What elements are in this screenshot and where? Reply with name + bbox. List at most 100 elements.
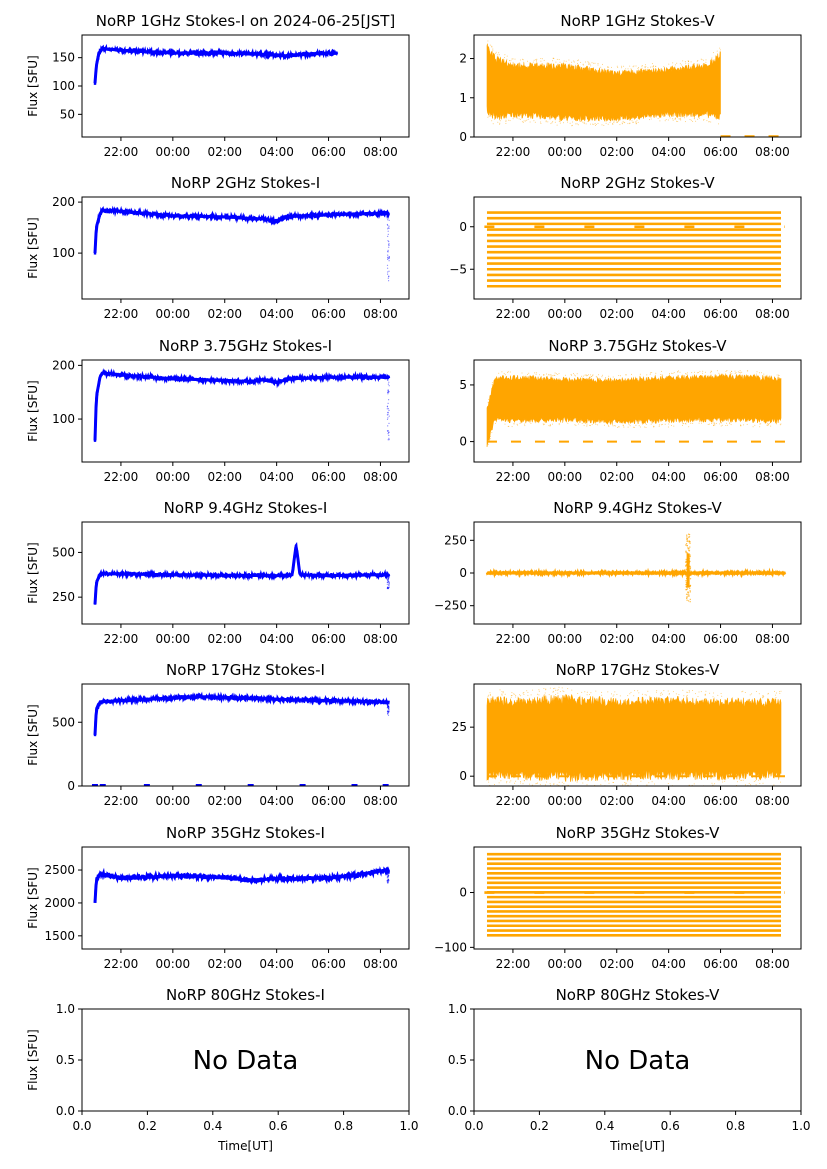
data-layer — [485, 533, 787, 603]
series-stokes-i-line — [93, 371, 389, 441]
series-stokes-i-tail-point — [386, 875, 388, 878]
series-stokes-v-point — [590, 692, 592, 694]
x-tick-label: 06:00 — [703, 470, 738, 484]
series-stokes-i-tail-point — [388, 439, 390, 441]
x-tick-label: 08:00 — [363, 794, 398, 808]
series-stokes-v-point — [532, 689, 534, 691]
series-stokes-i-tail-point — [387, 402, 389, 404]
series-stokes-v-point — [750, 784, 752, 786]
y-tick-label: 1 — [459, 91, 467, 105]
series-stokes-v-point — [521, 121, 523, 123]
series-stokes-v-point — [711, 782, 713, 784]
series-stokes-v-point — [543, 688, 545, 689]
series-stokes-v-point — [490, 438, 492, 440]
series-stokes-v-point — [739, 370, 741, 372]
series-stokes-v-point — [716, 370, 718, 372]
x-tick-label: 02:00 — [599, 794, 634, 808]
series-stokes-v-point — [634, 121, 636, 123]
series-stokes-i-tail-point — [387, 710, 389, 712]
series-stokes-v-point — [575, 123, 577, 125]
series-stokes-v-point — [702, 370, 704, 372]
series-stokes-v-point — [607, 66, 609, 68]
x-tick-label: 02:00 — [599, 307, 634, 321]
x-tick-label: 22:00 — [104, 957, 139, 971]
series-stokes-v-point — [544, 423, 546, 425]
x-tick-label: 00:00 — [548, 145, 583, 159]
x-tick-label: 00:00 — [156, 632, 191, 646]
series-stokes-v-point — [629, 65, 631, 67]
panel-80GHz-V: No Data 0.0 0.2 0.4 0.6 0.8 1.0 0.0 0.5 1.0 NoRP 8… — [448, 986, 811, 1153]
series-stokes-v-point — [670, 425, 672, 426]
series-stokes-v-point — [567, 422, 569, 424]
series-stokes-v-point — [567, 121, 569, 123]
series-stokes-v-point — [623, 121, 625, 123]
series-stokes-i-tail-point — [386, 706, 389, 708]
series-stokes-i-tail-point — [387, 874, 389, 877]
series-stokes-v-point — [614, 691, 616, 693]
x-tick-label: 00:00 — [548, 632, 583, 646]
series-stokes-v-spike-point — [688, 594, 690, 596]
series-stokes-v-point — [546, 373, 547, 375]
series-stokes-v-point — [664, 423, 666, 425]
series-stokes-i-tail-point — [388, 280, 390, 282]
series-stokes-v-point — [780, 423, 782, 425]
series-stokes-v-point — [729, 422, 731, 424]
series-stokes-v-point — [667, 119, 669, 121]
data-layer — [484, 852, 785, 937]
series-stokes-v-spike-point — [688, 536, 691, 538]
x-tick-label: 06:00 — [311, 307, 346, 321]
series-stokes-v-point — [638, 425, 640, 427]
series-stokes-v-point — [501, 371, 503, 373]
series-stokes-v-point — [779, 691, 781, 693]
series-stokes-i-tail-point — [387, 713, 389, 715]
series-stokes-v-point — [737, 781, 738, 783]
series-stokes-v-point — [545, 121, 547, 123]
series-stokes-v-point — [605, 122, 607, 124]
series-stokes-i-tail-point — [388, 270, 390, 272]
series-stokes-i-tail-point — [388, 702, 390, 704]
series-stokes-v-point — [752, 426, 754, 428]
series-stokes-v-point — [754, 424, 756, 426]
series-stokes-v-point — [756, 371, 758, 373]
panel-35GHz-V: 22:00 00:00 02:00 04:00 06:00 08:00 −100 0 NoRP … — [434, 824, 802, 971]
series-stokes-v-point — [558, 423, 560, 424]
series-stokes-v-point — [686, 691, 688, 693]
series-stokes-v-point — [524, 425, 526, 427]
series-stokes-v-point — [509, 781, 511, 783]
series-stokes-v-point — [650, 423, 652, 425]
x-tick-label: 22:00 — [104, 632, 139, 646]
x-axis: 22:00 00:00 02:00 04:00 06:00 08:00 — [496, 949, 790, 971]
series-stokes-v-point — [651, 63, 653, 65]
series-stokes-v-point — [672, 373, 674, 374]
x-tick-label: 08:00 — [755, 957, 790, 971]
series-stokes-v-point — [619, 695, 621, 697]
x-tick-label: 22:00 — [496, 794, 531, 808]
series-stokes-v-point — [779, 692, 781, 694]
series-stokes-v-point — [747, 370, 749, 372]
series-stokes-v-point — [519, 422, 521, 424]
series-stokes-i-tail-point — [388, 704, 390, 706]
series-stokes-v-point — [487, 695, 489, 697]
x-tick-label: 06:00 — [311, 957, 346, 971]
series-stokes-v-point — [526, 119, 528, 121]
y-tick-label: 250 — [444, 533, 467, 547]
panel-title: NoRP 17GHz Stokes-V — [556, 661, 721, 679]
series-stokes-v-point — [627, 426, 629, 428]
series-stokes-v-point — [644, 64, 646, 66]
y-tick-label: 100 — [52, 412, 75, 426]
series-stokes-v-point — [545, 689, 547, 691]
x-tick-label: 22:00 — [104, 794, 139, 808]
series-stokes-v-point — [740, 424, 741, 426]
series-stokes-i-tail-point — [388, 584, 390, 586]
series-stokes-i-tail-point — [388, 219, 390, 221]
y-tick-label: 200 — [52, 358, 75, 372]
series-stokes-v-point — [651, 372, 653, 373]
series-stokes-v-point — [763, 373, 765, 375]
series-stokes-v-point — [649, 119, 650, 121]
series-stokes-v-spike-point — [685, 580, 687, 582]
series-stokes-i-tail-point — [387, 580, 389, 582]
series-stokes-i-tail-point — [388, 703, 390, 705]
series-stokes-i-tail-point — [388, 246, 390, 248]
series-stokes-v-point — [576, 373, 578, 375]
series-stokes-v-point — [641, 67, 643, 69]
